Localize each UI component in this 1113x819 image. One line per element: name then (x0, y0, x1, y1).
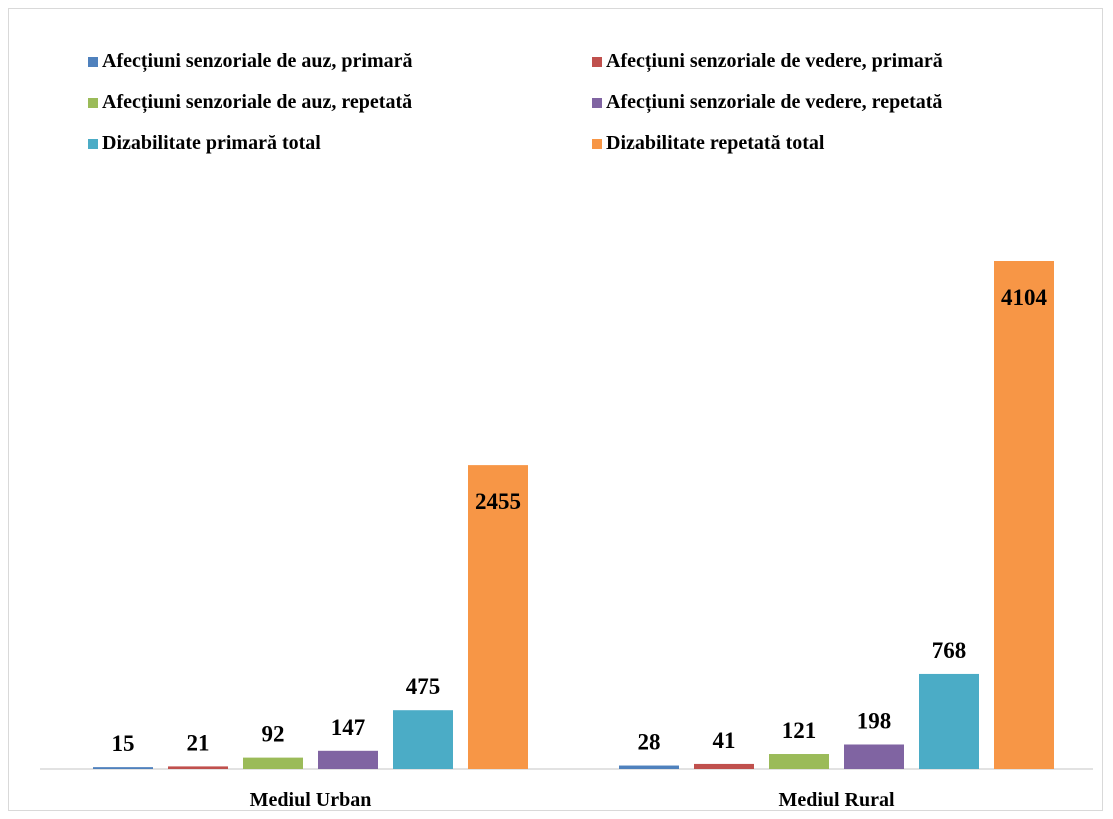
data-label: 768 (932, 638, 967, 663)
data-label: 41 (713, 728, 736, 753)
category-label: Mediul Urban (250, 789, 372, 811)
legend-item: Dizabilitate repetată total (592, 132, 1098, 155)
legend-label: Afecțiuni senzoriale de auz, primară (102, 50, 413, 72)
legend-swatch (88, 97, 98, 108)
legend-label: Afecțiuni senzoriale de auz, repetată (102, 91, 413, 113)
legend-label: Dizabilitate primară total (102, 132, 321, 154)
bar (769, 754, 829, 769)
data-label: 28 (638, 730, 661, 755)
data-label: 21 (187, 730, 210, 755)
legend-swatch (88, 56, 98, 67)
data-label: 4104 (1001, 285, 1048, 310)
data-label: 92 (262, 722, 285, 747)
bar (393, 710, 453, 769)
legend-item: Afecțiuni senzoriale de auz, primară (88, 50, 592, 73)
data-label: 121 (782, 718, 817, 743)
legend-swatch (592, 56, 602, 67)
legend-label: Afecțiuni senzoriale de vedere, repetată (606, 91, 943, 113)
legend-item: Dizabilitate primară total (88, 132, 592, 155)
bar (318, 750, 378, 769)
legend: Afecțiuni senzoriale de auz, primară Afec… (88, 50, 1098, 155)
legend-swatch (592, 138, 602, 149)
bar (994, 261, 1054, 769)
bar (694, 763, 754, 769)
legend-label: Dizabilitate repetată total (606, 132, 825, 154)
legend-item: Afecțiuni senzoriale de vedere, primară (592, 50, 1098, 73)
bar (468, 465, 528, 769)
bar (619, 765, 679, 769)
bar (168, 766, 228, 769)
legend-item: Afecțiuni senzoriale de vedere, repetată (592, 91, 1098, 114)
bar (93, 767, 153, 769)
legend-swatch (88, 138, 98, 149)
legend-label: Afecțiuni senzoriale de vedere, primară (606, 50, 943, 72)
data-label: 15 (112, 731, 135, 756)
legend-swatch (592, 97, 602, 108)
data-label: 198 (857, 708, 892, 733)
data-label: 2455 (475, 489, 521, 514)
bar (243, 757, 303, 769)
category-label: Mediul Rural (778, 789, 895, 811)
data-label: 147 (331, 715, 366, 740)
data-label: 475 (406, 674, 441, 699)
legend-item: Afecțiuni senzoriale de auz, repetată (88, 91, 592, 114)
bar (919, 673, 979, 769)
bar (844, 744, 904, 769)
